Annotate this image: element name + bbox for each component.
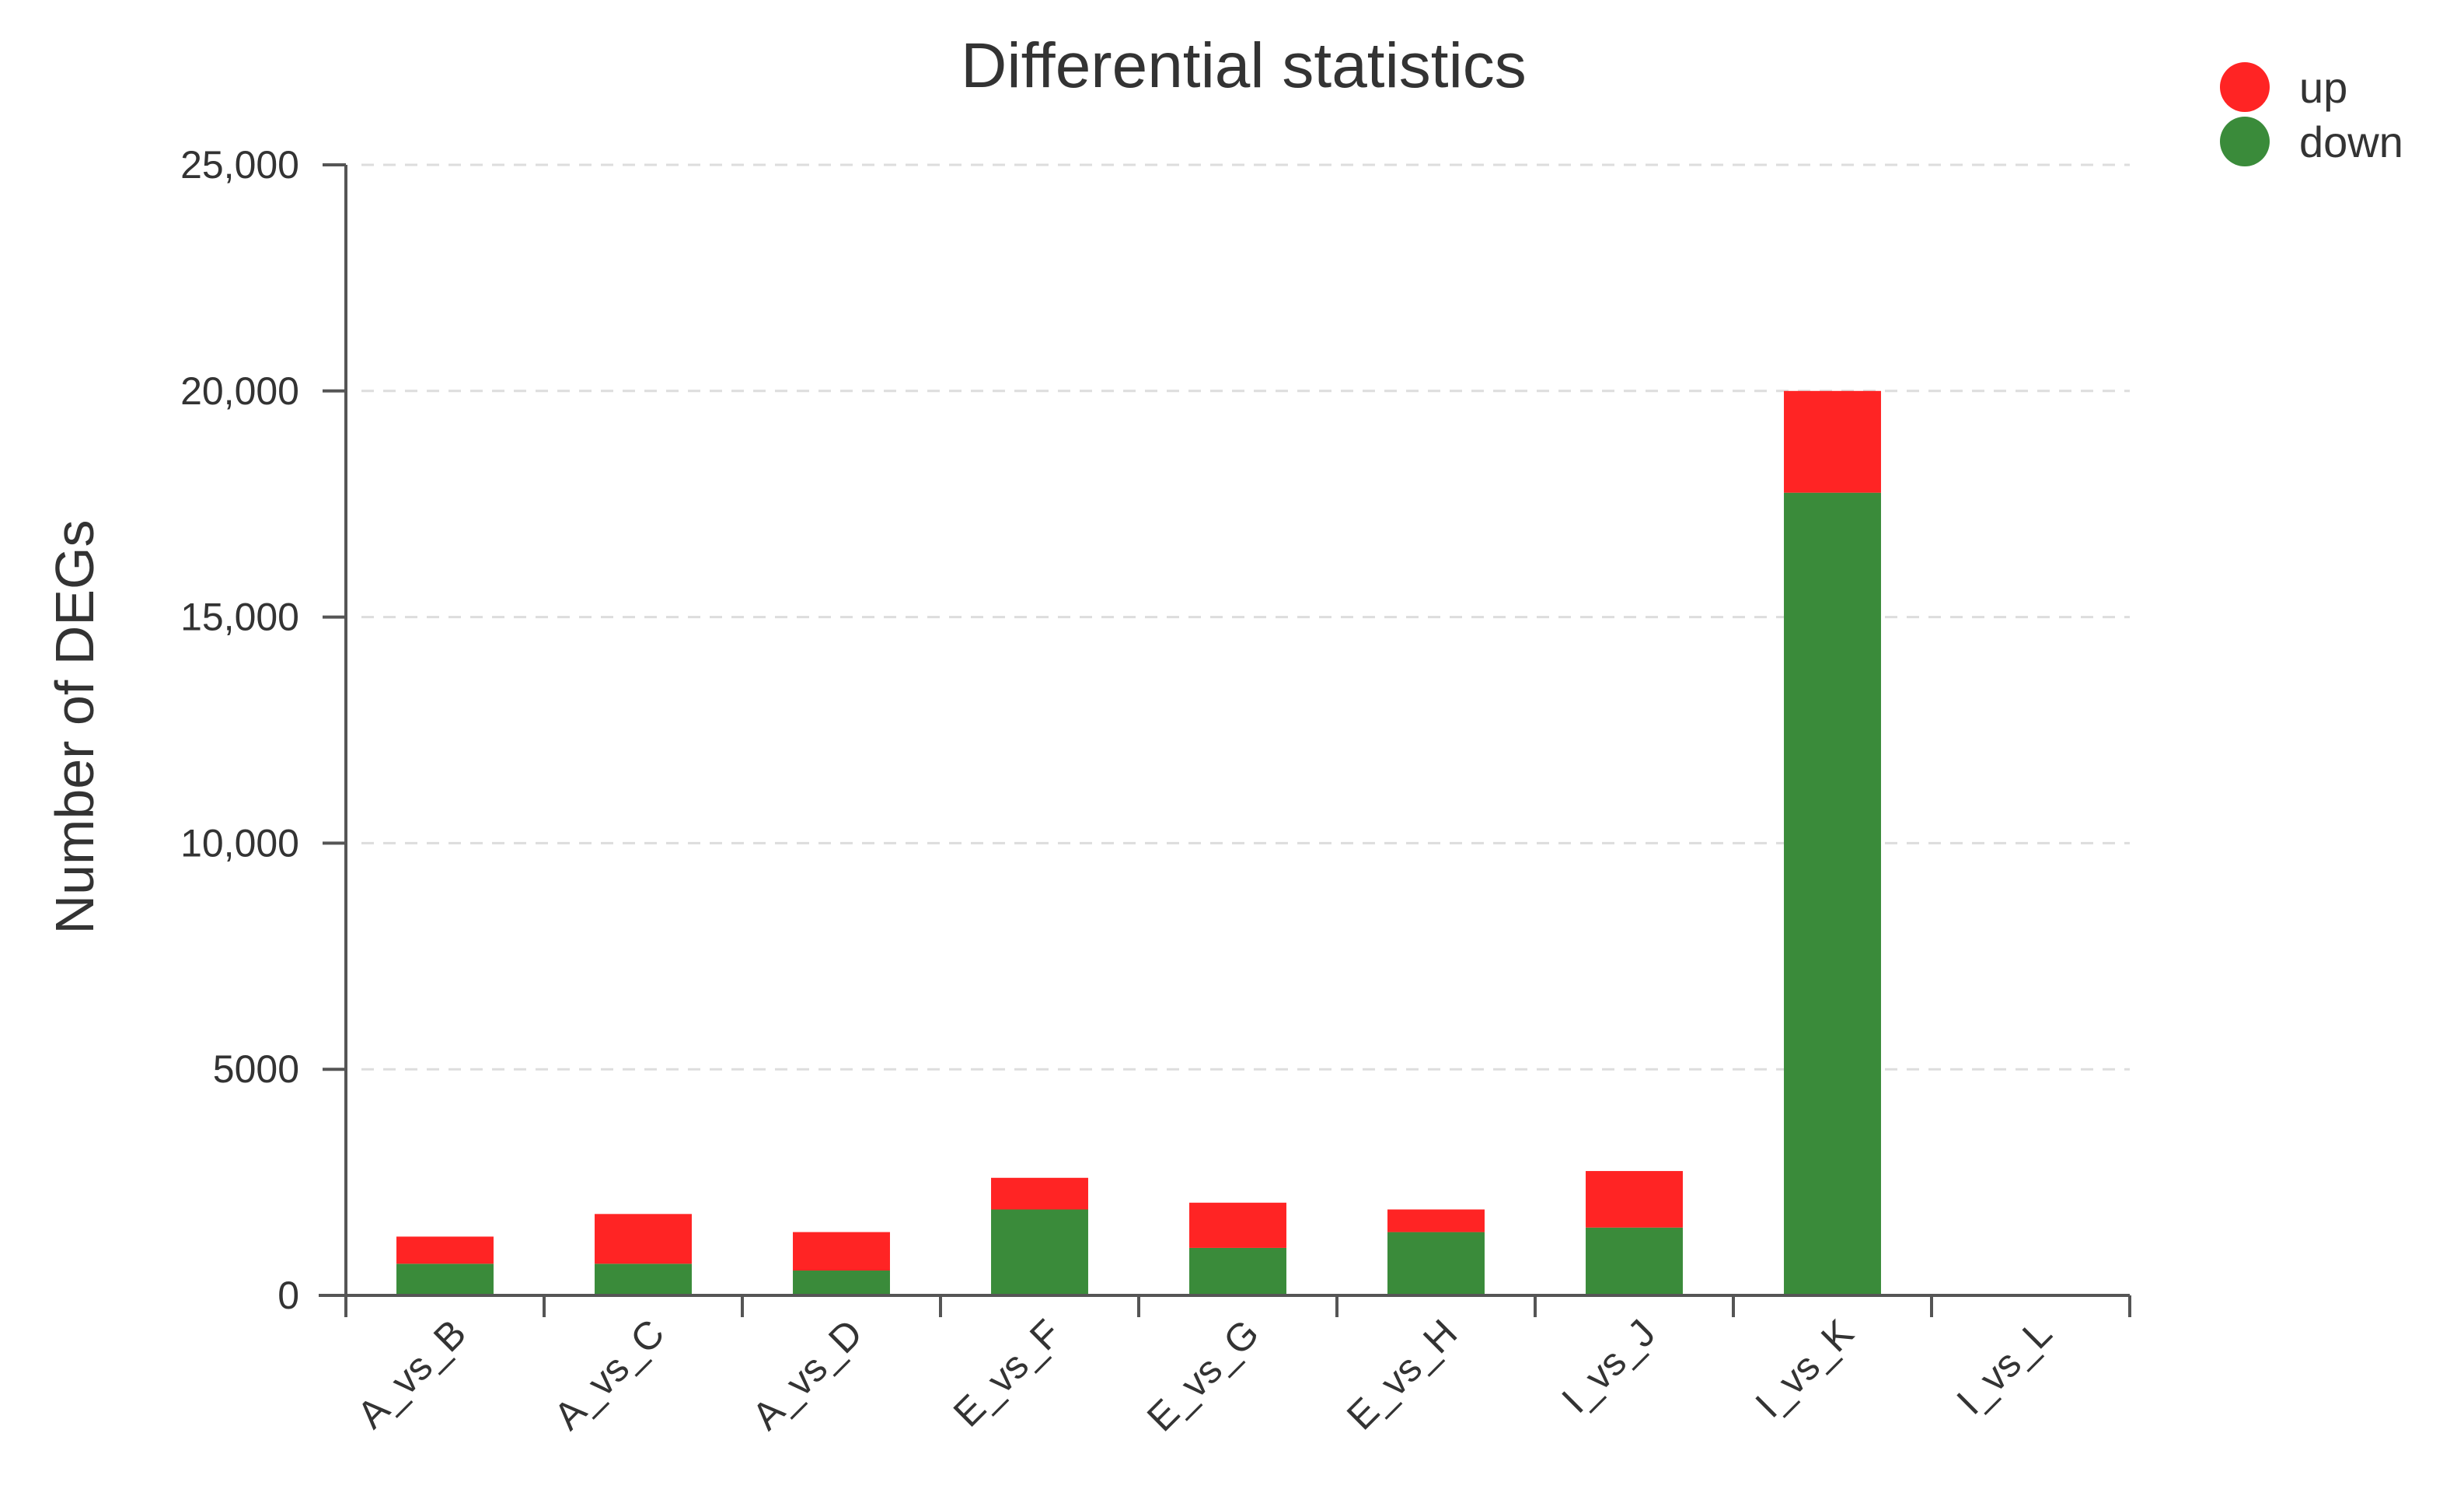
bar-up-E_vs_G [1189, 1202, 1286, 1248]
y-tick-label: 15,000 [180, 596, 299, 639]
y-ticks: 0 5000 10,000 15,000 20,000 25,000 [180, 143, 346, 1317]
x-tick-label: I_vs_J [1553, 1311, 1663, 1421]
x-tick-label: E_vs_G [1139, 1311, 1267, 1439]
bar-down-E_vs_H [1387, 1232, 1485, 1295]
bar-up-A_vs_D [793, 1232, 890, 1271]
bar-down-E_vs_G [1189, 1247, 1286, 1295]
x-tick-label: A_vs_B [349, 1311, 474, 1436]
bar-up-A_vs_B [396, 1236, 494, 1264]
x-ticks: A_vs_B A_vs_C A_vs_D E_vs_F E_vs_G E_vs_H I_vs… [344, 1295, 2131, 1440]
bar-up-I_vs_K [1784, 390, 1881, 493]
bar-down-I_vs_J [1586, 1227, 1683, 1295]
bar-down-A_vs_D [793, 1271, 890, 1295]
bars [396, 390, 1881, 1296]
x-tick-label: I_vs_K [1747, 1311, 1862, 1426]
y-tick-label: 20,000 [180, 369, 299, 413]
bar-up-E_vs_H [1387, 1209, 1485, 1232]
chart-title: Differential statistics [961, 30, 1527, 101]
x-tick-label: A_vs_C [546, 1311, 672, 1438]
bar-up-E_vs_F [991, 1177, 1088, 1210]
gridlines [361, 163, 2130, 1071]
y-tick-label: 0 [277, 1274, 299, 1317]
legend-swatch-down [2220, 117, 2270, 166]
axes [319, 165, 2130, 1297]
legend-swatch-up [2220, 62, 2270, 112]
x-tick-label: E_vs_H [1338, 1311, 1465, 1438]
x-tick-label: A_vs_D [744, 1311, 871, 1438]
bar-down-E_vs_F [991, 1209, 1088, 1295]
x-tick-label: E_vs_F [945, 1311, 1069, 1435]
y-tick-label: 5000 [213, 1047, 299, 1091]
bar-down-I_vs_K [1784, 492, 1881, 1296]
legend: up down [2220, 62, 2403, 166]
x-tick-label: I_vs_L [1949, 1311, 2061, 1423]
y-axis-label: Number of DEGs [44, 520, 105, 935]
y-tick-label: 25,000 [180, 143, 299, 187]
bar-down-A_vs_C [595, 1264, 692, 1295]
legend-label-down: down [2299, 117, 2403, 166]
legend-label-up: up [2299, 63, 2347, 112]
bar-up-I_vs_J [1586, 1171, 1683, 1228]
bar-down-A_vs_B [396, 1264, 494, 1295]
bar-up-A_vs_C [595, 1214, 692, 1264]
y-tick-label: 10,000 [180, 821, 299, 865]
